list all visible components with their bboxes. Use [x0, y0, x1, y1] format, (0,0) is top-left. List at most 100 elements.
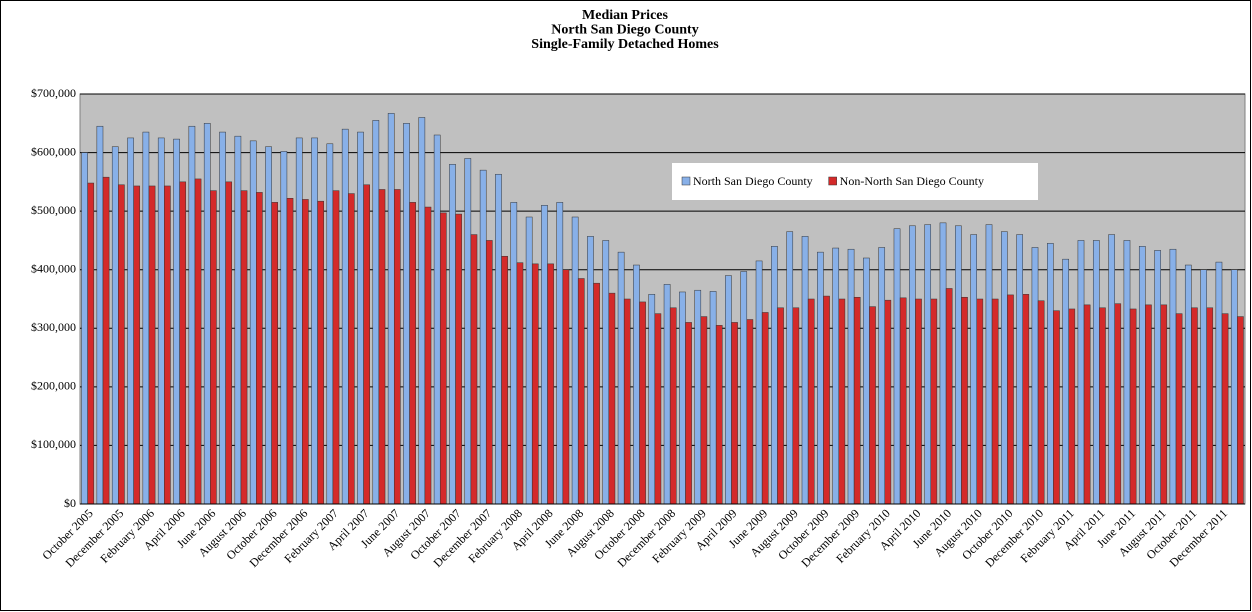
bar [203, 123, 211, 505]
bar [1206, 307, 1214, 505]
bar [633, 264, 640, 505]
bar [516, 262, 524, 505]
bar [547, 263, 554, 505]
bar [1123, 240, 1131, 505]
chart-title: Single-Family Detached Homes [531, 37, 719, 52]
bar [118, 184, 125, 505]
bar [455, 213, 462, 505]
bar [194, 178, 202, 505]
y-tick-label: $100,000 [31, 437, 76, 451]
bar [853, 296, 861, 505]
legend-label: Non-North San Diego County [840, 174, 984, 188]
bar [915, 298, 922, 505]
y-tick-label: $400,000 [31, 261, 76, 275]
bar [970, 234, 977, 505]
bar [1200, 269, 1207, 505]
bar [225, 181, 233, 505]
bar [234, 135, 242, 505]
bar [1184, 264, 1192, 505]
bar [302, 199, 309, 505]
bar [817, 251, 824, 505]
bar [96, 125, 104, 505]
bar [280, 151, 288, 505]
bar [393, 189, 401, 505]
bar [1007, 294, 1014, 505]
bar [348, 193, 355, 505]
bar [1068, 308, 1076, 505]
bar [899, 297, 907, 505]
legend-label: North San Diego County [693, 174, 813, 188]
bar [608, 292, 616, 505]
bar [1053, 310, 1060, 505]
bar [786, 231, 794, 505]
bar [188, 125, 196, 505]
bar [654, 313, 662, 505]
bar [87, 182, 95, 505]
bar [541, 205, 548, 505]
bar [792, 307, 800, 505]
bar [81, 152, 88, 505]
bar [985, 224, 993, 505]
bar [1215, 261, 1223, 505]
bar [639, 301, 646, 505]
bar [142, 131, 150, 505]
bar [694, 289, 702, 505]
bar [219, 131, 226, 505]
bar [1047, 243, 1054, 505]
y-tick-label: $200,000 [31, 379, 76, 393]
bar [179, 181, 187, 505]
legend-swatch [828, 176, 837, 186]
bar [265, 146, 272, 505]
bar [173, 138, 180, 505]
bar [1092, 240, 1100, 505]
bar [1145, 304, 1152, 505]
bar [593, 282, 600, 505]
bar [1221, 313, 1229, 505]
bar [326, 143, 334, 505]
bar [924, 224, 932, 505]
y-tick-label: $0 [64, 496, 76, 510]
bar [562, 269, 570, 505]
bar [470, 234, 478, 505]
bar [909, 225, 916, 505]
bar [249, 140, 257, 505]
bar [679, 291, 686, 505]
bar [838, 298, 846, 505]
bar [571, 216, 579, 505]
bar [1169, 248, 1177, 505]
bar [945, 288, 953, 505]
bar [148, 185, 156, 505]
bar [930, 298, 938, 505]
bar [1160, 304, 1168, 505]
chart-title: North San Diego County [551, 23, 698, 38]
bar [1031, 247, 1039, 505]
bar [1114, 303, 1122, 505]
bar [531, 263, 539, 505]
bar [801, 236, 809, 505]
bar [1154, 250, 1161, 505]
bar [955, 225, 962, 505]
bar [510, 202, 518, 505]
bar [648, 294, 656, 505]
bar [240, 190, 248, 505]
bar [1230, 269, 1238, 505]
bar [387, 113, 395, 505]
bar [1099, 307, 1106, 505]
bar [847, 248, 855, 505]
bar [617, 251, 625, 505]
bar [893, 228, 901, 505]
bar [623, 298, 631, 505]
bar [685, 322, 692, 505]
bar [709, 291, 717, 505]
bar [771, 246, 778, 505]
bar [311, 137, 318, 505]
bar [485, 240, 493, 505]
bar [1037, 300, 1045, 505]
bar [403, 123, 410, 505]
legend-swatch [681, 176, 691, 186]
bar [317, 200, 324, 505]
bar [372, 120, 380, 505]
bar [823, 295, 830, 505]
bar [164, 185, 171, 505]
